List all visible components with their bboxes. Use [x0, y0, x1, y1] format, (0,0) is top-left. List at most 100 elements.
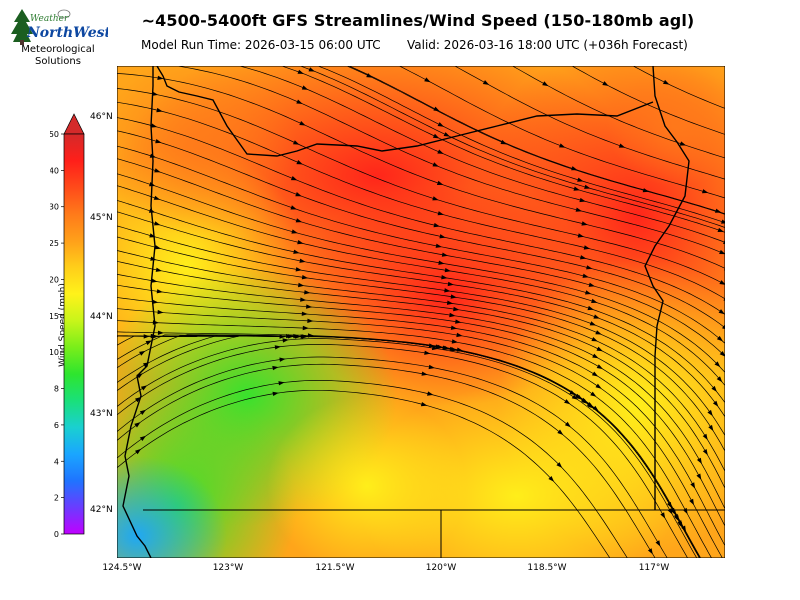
streamline-arrow [295, 267, 302, 272]
streamline-arrow [135, 448, 142, 455]
colorbar-tick-label: 50 [50, 130, 59, 139]
streamline-arrow [155, 267, 162, 272]
streamline-arrow [274, 345, 281, 350]
streamline-arrow [157, 75, 164, 80]
streamline-arrow [714, 361, 721, 368]
streamline-arrow [143, 334, 150, 339]
streamline [117, 250, 725, 473]
streamline-arrow [451, 339, 458, 344]
streamline-arrow [663, 79, 670, 85]
streamline-arrow [134, 422, 141, 428]
streamline-arrow [297, 69, 304, 74]
streamline-arrow [447, 281, 454, 287]
colorbar-extend-arrow [63, 113, 85, 135]
colorbar-tick-label: 25 [50, 239, 59, 248]
streamline-arrow [272, 391, 279, 396]
colorbar-tick-label: 40 [50, 166, 59, 175]
streamline-arrow [428, 364, 435, 370]
streamline-arrow [717, 227, 724, 232]
streamline-arrow [366, 73, 373, 78]
streamline-arrow [431, 345, 439, 351]
streamline-arrow [716, 335, 723, 342]
streamline-arrow [595, 330, 602, 335]
streamline-arrow [156, 289, 163, 294]
streamline-arrow [421, 371, 428, 376]
streamline-arrow [444, 268, 451, 273]
streamline-arrow [591, 298, 598, 303]
streamline-arrow [299, 121, 306, 126]
streamline-arrow [299, 258, 306, 263]
streamline-arrow [584, 184, 591, 189]
streamline [117, 88, 725, 285]
streamline-arrow [145, 340, 152, 346]
streamline-arrow [308, 67, 315, 72]
streamline [117, 130, 725, 329]
lon-label: 118.5°W [527, 563, 567, 573]
colorbar-tick-label: 20 [50, 275, 59, 284]
streamline-arrow [722, 324, 725, 330]
lon-label: 121.5°W [315, 563, 355, 573]
org-name-line2: Solutions [35, 56, 81, 67]
streamline-arrow [443, 132, 450, 137]
streamline-arrow [642, 188, 650, 193]
streamline [117, 297, 725, 547]
streamline-arrow [433, 106, 440, 112]
streamline [117, 335, 701, 558]
lon-label: 124.5°W [102, 563, 142, 573]
streamline [348, 66, 725, 215]
streamline-arrow [586, 265, 593, 270]
streamline [117, 308, 723, 558]
streamline-arrow [307, 318, 314, 323]
streamline [117, 185, 725, 387]
streamline-arrow [427, 391, 434, 396]
logo-word2: NorthWest [26, 25, 108, 41]
streamline-arrow [278, 381, 285, 386]
streamline-arrow [702, 189, 709, 194]
valid-time: Valid: 2026-03-16 18:00 UTC (+036h Forec… [407, 38, 688, 52]
streamline-arrow [304, 290, 311, 295]
streamline-arrow [690, 482, 696, 489]
streamline-arrow [154, 245, 162, 250]
colorbar-tick-label: 0 [54, 530, 59, 539]
streamline [117, 236, 725, 452]
streamline-arrow [432, 196, 439, 201]
streamline-arrow [449, 312, 456, 318]
streamline-arrow [435, 243, 442, 248]
colorbar-tick-label: 6 [54, 421, 59, 430]
streamline-arrow [444, 288, 451, 293]
streamline-arrow [450, 294, 457, 299]
streamline-arrow [432, 162, 439, 167]
streamline [280, 66, 725, 233]
streamline [117, 211, 725, 418]
colorbar-label: Wind Speed (mph) [58, 283, 68, 367]
streamline-arrow [719, 280, 725, 285]
colorbar-tick-label: 10 [50, 348, 59, 357]
chart-title: ~4500-5400ft GFS Streamlines/Wind Speed … [141, 11, 695, 30]
streamline [117, 173, 725, 373]
streamline [117, 284, 725, 527]
streamline-arrow [564, 421, 571, 428]
streamline-arrow [575, 207, 582, 212]
streamline-arrow [596, 364, 603, 370]
streamline-arrow [154, 221, 161, 226]
streamline-arrow [696, 457, 702, 464]
org-name-line1: Meteorological [21, 44, 95, 55]
streamline [632, 66, 725, 109]
streamline-arrow [577, 177, 584, 182]
wind-speed-colorbar: Wind Speed (mph) 0 2 4 6 8 10 15 20 25 30 40 50 [50, 113, 85, 539]
streamline-arrow [279, 334, 286, 339]
streamline [117, 158, 725, 357]
streamline-arrow [589, 321, 597, 326]
streamline-arrow [591, 337, 598, 342]
colorbar-tick-label: 8 [54, 385, 59, 394]
streamline-arrow [420, 402, 428, 407]
streamline-arrow [592, 405, 599, 412]
streamline [117, 356, 668, 558]
streamline-arrow [588, 282, 595, 287]
colorbar-bar [63, 133, 85, 535]
colorbar-tick-label: 30 [50, 203, 59, 212]
streamline-arrow [302, 325, 309, 331]
streamline-arrow [296, 99, 303, 104]
streamline-arrow [573, 186, 580, 191]
streamline-arrow [587, 305, 594, 311]
